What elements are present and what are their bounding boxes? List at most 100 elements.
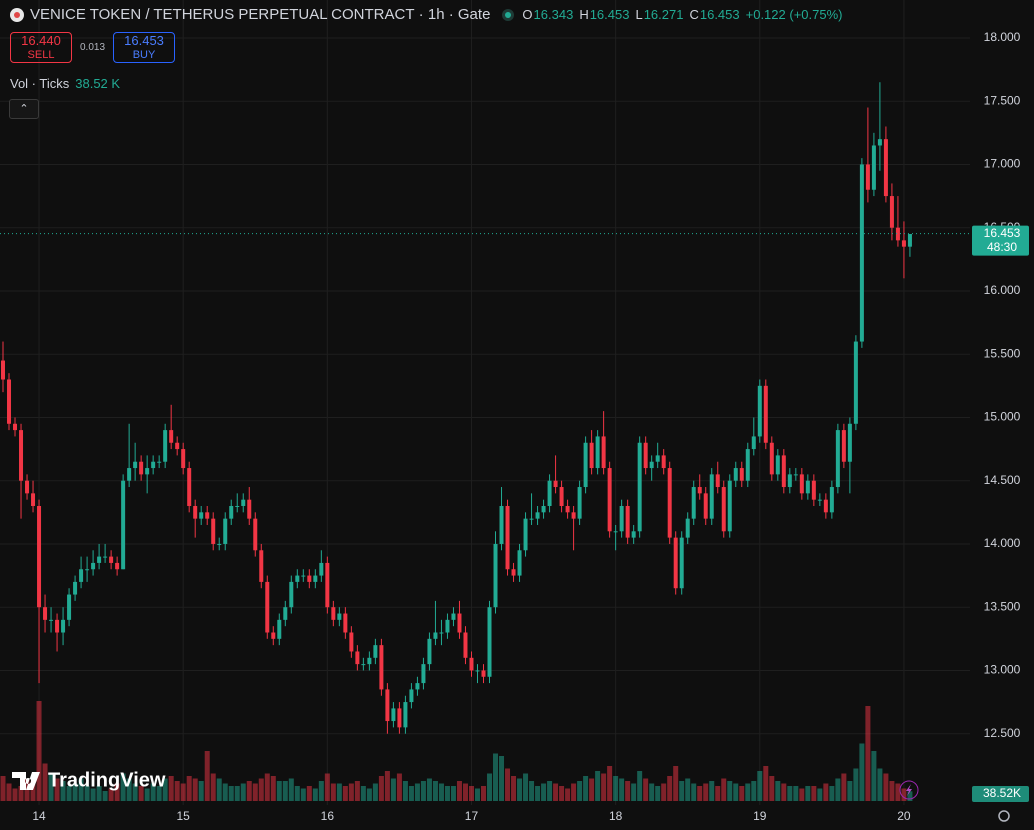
candle-body bbox=[469, 657, 474, 671]
candle-body bbox=[571, 512, 576, 519]
candle-body bbox=[361, 664, 366, 666]
candle-body bbox=[553, 480, 558, 488]
volume-bar bbox=[480, 786, 486, 801]
candle-body bbox=[403, 702, 408, 728]
volume-bar bbox=[799, 788, 805, 801]
candle-body bbox=[817, 499, 822, 501]
volume-bar bbox=[883, 773, 889, 801]
y-tick-label: 17.000 bbox=[984, 157, 1021, 171]
volume-bar bbox=[685, 778, 691, 801]
volume-bar bbox=[402, 781, 408, 801]
candle-body bbox=[625, 506, 630, 538]
candle-body bbox=[121, 480, 126, 570]
candle-body bbox=[577, 487, 582, 519]
candle-body bbox=[337, 613, 342, 620]
spread: 0.013 bbox=[80, 42, 106, 53]
x-tick-label: 16 bbox=[321, 809, 335, 823]
candle-body bbox=[79, 569, 84, 582]
volume-bar bbox=[78, 778, 84, 801]
candle-body bbox=[655, 455, 660, 462]
sell-button[interactable]: 16.440 SELL bbox=[10, 32, 72, 63]
ohlc-value: 16.271 bbox=[643, 7, 684, 22]
volume-bar bbox=[234, 786, 240, 801]
buy-label: BUY bbox=[132, 48, 156, 61]
candle-body bbox=[259, 550, 264, 582]
candle-body bbox=[391, 708, 396, 722]
trade-panel: 16.440 SELL 0.013 16.453 BUY bbox=[10, 32, 176, 63]
volume-bar bbox=[366, 788, 372, 801]
volume-bar bbox=[426, 778, 432, 801]
volume-bar bbox=[150, 783, 156, 801]
candle-body bbox=[97, 556, 102, 563]
volume-bar bbox=[468, 786, 474, 801]
market-status[interactable] bbox=[502, 8, 515, 21]
candle-body bbox=[583, 442, 588, 488]
volume-bar bbox=[817, 788, 823, 801]
volume-bar bbox=[697, 786, 703, 801]
volume-bar bbox=[252, 783, 258, 801]
volume-bar bbox=[198, 781, 204, 801]
y-tick-label: 14.500 bbox=[984, 473, 1021, 487]
volume-bar bbox=[901, 788, 907, 801]
volume-bar bbox=[829, 786, 835, 801]
volume-legend: Vol · Ticks 38.52 K bbox=[10, 76, 120, 91]
candle-body bbox=[349, 632, 354, 652]
candle-body bbox=[853, 341, 858, 424]
candle-body bbox=[331, 607, 336, 620]
candle-body bbox=[313, 575, 318, 582]
countdown: 48:30 bbox=[987, 240, 1017, 254]
sell-price: 16.440 bbox=[21, 32, 61, 48]
volume-bar bbox=[565, 788, 571, 801]
candle-body bbox=[241, 499, 246, 506]
volume-bar bbox=[84, 786, 90, 801]
volume-bar bbox=[102, 791, 108, 801]
x-tick-label: 15 bbox=[177, 809, 191, 823]
buy-button[interactable]: 16.453 BUY bbox=[113, 32, 176, 63]
candle-body bbox=[751, 436, 756, 450]
candle-body bbox=[421, 664, 426, 684]
candle-body bbox=[907, 234, 912, 247]
volume-bar bbox=[649, 783, 655, 801]
volume-bar bbox=[619, 778, 625, 801]
candle-body bbox=[457, 613, 462, 633]
candle-body bbox=[847, 423, 852, 462]
volume-bar bbox=[787, 786, 793, 801]
volume-bar bbox=[871, 751, 877, 801]
y-tick-label: 15.000 bbox=[984, 410, 1021, 424]
candle-body bbox=[295, 575, 300, 582]
candle-body bbox=[319, 562, 324, 576]
volume-bar bbox=[607, 766, 613, 801]
candle-body bbox=[133, 461, 138, 469]
volume-bar bbox=[90, 788, 96, 801]
candle-body bbox=[67, 594, 72, 620]
volume-bar bbox=[414, 783, 420, 801]
candle-body bbox=[175, 442, 180, 450]
volume-bar bbox=[54, 778, 60, 801]
volume-bar bbox=[132, 783, 138, 801]
volume-bar bbox=[733, 783, 739, 801]
collapse-button[interactable]: ⌃ bbox=[9, 99, 39, 119]
candle-body bbox=[703, 493, 708, 519]
y-tick-label: 13.000 bbox=[984, 663, 1021, 677]
y-tick-label: 18.000 bbox=[984, 30, 1021, 44]
volume-bar bbox=[378, 776, 384, 801]
y-tick-label: 13.500 bbox=[984, 599, 1021, 613]
replay-icon[interactable] bbox=[899, 780, 919, 800]
candle-body bbox=[805, 480, 810, 494]
candle-body bbox=[271, 632, 276, 639]
volume-bar bbox=[192, 778, 198, 801]
volume-bar bbox=[348, 783, 354, 801]
candle-body bbox=[43, 607, 48, 620]
volume-bar bbox=[895, 783, 901, 801]
candle-body bbox=[415, 683, 420, 690]
candle-body bbox=[811, 480, 816, 500]
candle-body bbox=[685, 518, 690, 538]
candle-body bbox=[679, 537, 684, 589]
ohlc-label: L bbox=[635, 7, 643, 22]
interval[interactable]: 1h bbox=[427, 6, 445, 23]
symbol[interactable]: VENICE TOKEN / TETHERUS PERPETUAL CONTRA… bbox=[30, 6, 415, 23]
volume-bar bbox=[372, 783, 378, 801]
candle-body bbox=[463, 632, 468, 658]
volume-bar bbox=[144, 788, 150, 801]
